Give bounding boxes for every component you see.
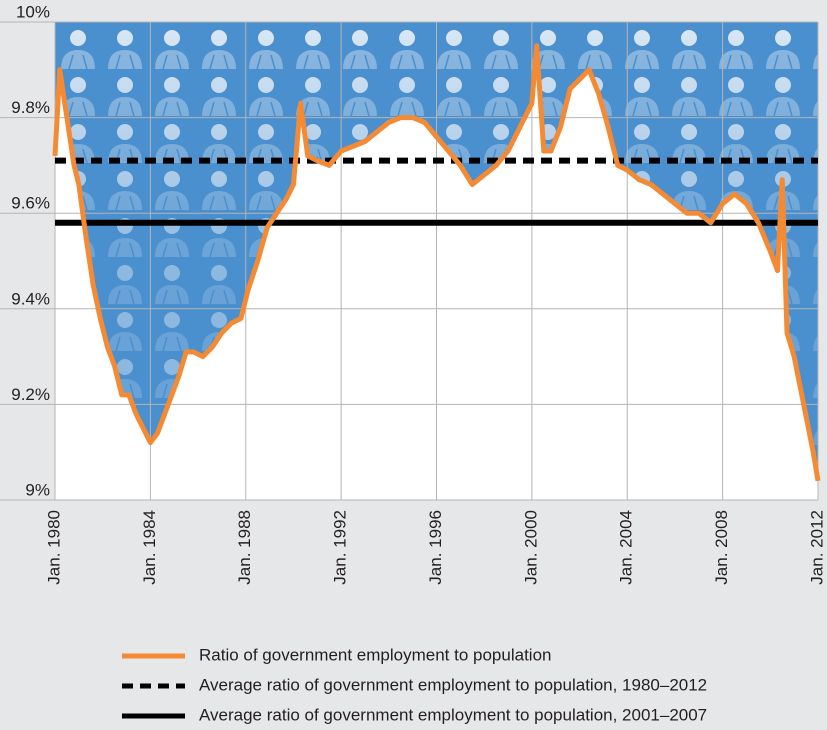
legend-label: Ratio of government employment to popula… xyxy=(199,645,551,664)
y-tick-label: 9% xyxy=(25,480,50,499)
x-tick-label: Jan. 2012 xyxy=(807,510,826,585)
x-tick-label: Jan. 1992 xyxy=(331,510,350,585)
y-tick-label: 9.4% xyxy=(11,289,50,308)
y-tick-label: 10% xyxy=(16,2,50,21)
x-tick-label: Jan. 1996 xyxy=(426,510,445,585)
legend-label: Average ratio of government employment t… xyxy=(199,675,707,694)
x-tick-label: Jan. 1980 xyxy=(44,510,63,585)
legend-label: Average ratio of government employment t… xyxy=(199,705,707,724)
y-tick-label: 9.6% xyxy=(11,194,50,213)
y-tick-label: 9.2% xyxy=(11,385,50,404)
legend: Ratio of government employment to popula… xyxy=(122,645,707,724)
x-tick-label: Jan. 2008 xyxy=(712,510,731,585)
x-tick-label: Jan. 1988 xyxy=(235,510,254,585)
y-tick-label: 9.8% xyxy=(11,98,50,117)
x-tick-label: Jan. 2000 xyxy=(521,510,540,585)
x-tick-label: Jan. 2004 xyxy=(617,510,636,585)
x-tick-label: Jan. 1984 xyxy=(140,510,159,585)
data-line xyxy=(52,43,821,482)
